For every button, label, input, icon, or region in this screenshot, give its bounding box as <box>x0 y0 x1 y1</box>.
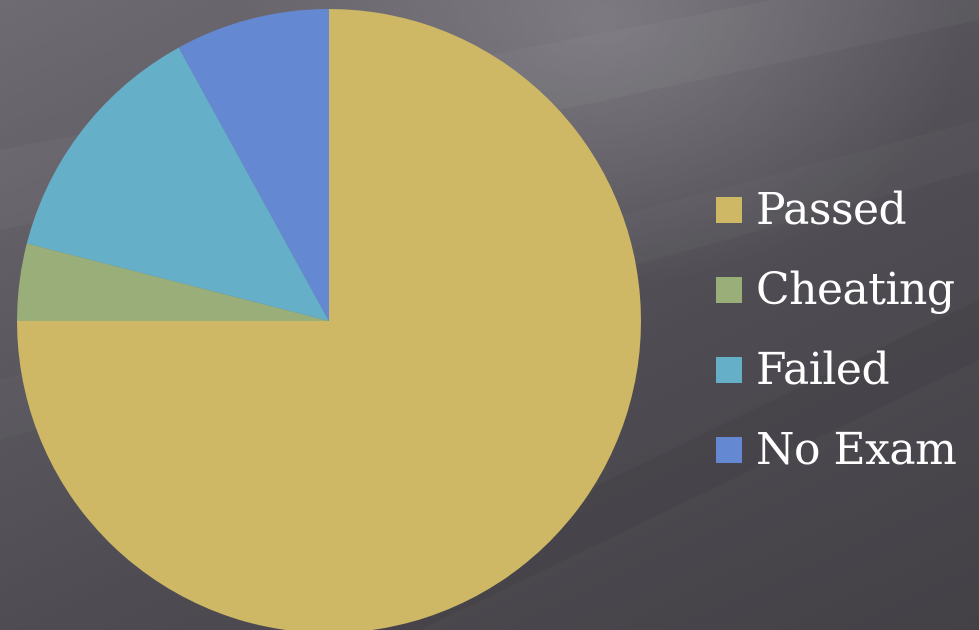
legend-item-failed: Failed <box>716 330 979 410</box>
legend-item-no-exam: No Exam <box>716 410 979 490</box>
legend-swatch-passed <box>716 197 742 223</box>
pie-slices <box>17 9 641 630</box>
chart-legend: Passed Cheating Failed No Exam <box>716 170 979 490</box>
legend-label-failed: Failed <box>756 344 890 395</box>
legend-item-passed: Passed <box>716 170 979 250</box>
pie-slice-failed <box>26 47 330 322</box>
pie-slice-no-exam <box>178 9 329 321</box>
legend-item-cheating: Cheating <box>716 250 979 330</box>
pie-slice-cheating <box>17 243 329 321</box>
pie-slice-passed <box>17 9 641 630</box>
legend-label-cheating: Cheating <box>756 264 955 315</box>
legend-swatch-cheating <box>716 277 742 303</box>
legend-label-no-exam: No Exam <box>756 424 957 475</box>
legend-swatch-no-exam <box>716 437 742 463</box>
legend-swatch-failed <box>716 357 742 383</box>
legend-label-passed: Passed <box>756 184 907 235</box>
